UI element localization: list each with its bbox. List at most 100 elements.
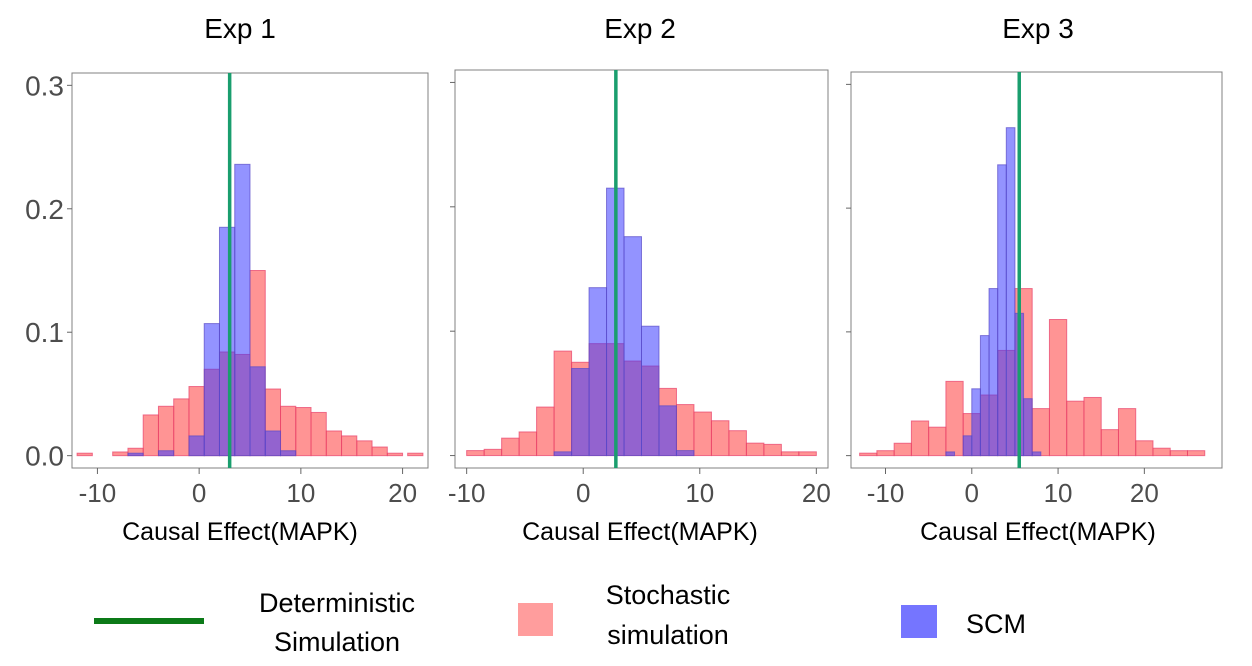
scm-bar [127, 452, 144, 457]
scm-bar [588, 287, 608, 457]
panel-exp-2: -10 0 10 20 Exp 2 Causal Effect(MAPK) [448, 13, 831, 546]
stochastic-bar [386, 452, 404, 457]
panel-exp-3: -10 0 10 20 Exp 3 Causal Effect(MAPK) [846, 13, 1223, 546]
x-tick-label: 10 [1044, 478, 1073, 508]
x-tick-label: 10 [685, 478, 714, 508]
stochastic-bar [728, 430, 747, 457]
scm-bar [971, 388, 981, 457]
stochastic-bar [142, 414, 159, 457]
x-tick-label: 20 [388, 478, 417, 508]
stochastic-bar [945, 380, 964, 457]
y-tick-label: 0.3 [25, 70, 64, 101]
stochastic-bar [780, 451, 800, 457]
stochastic-bar [798, 451, 817, 457]
stochastic-bar [501, 437, 520, 457]
scm-bar [553, 451, 573, 457]
stochastic-bar [910, 420, 930, 457]
stochastic-bar [928, 426, 947, 457]
panel-frame [850, 71, 1223, 469]
scm-bar [1005, 127, 1016, 457]
stochastic-bar [1135, 440, 1154, 457]
scm-bar [280, 450, 297, 457]
legend-label-stochastic-line1: Stochastic [606, 580, 731, 610]
x-tick-label: 20 [802, 478, 831, 508]
scm-bar [988, 288, 999, 457]
stochastic-bar [76, 452, 93, 457]
legend-label-scm: SCM [966, 609, 1026, 639]
stochastic-bar [893, 442, 912, 457]
scm-bar [979, 335, 990, 457]
x-tick-label: -10 [448, 478, 486, 508]
stochastic-bar [1117, 408, 1137, 457]
stochastic-bar [859, 452, 878, 457]
scm-bar [945, 451, 956, 457]
scm-bar [1031, 451, 1042, 457]
panel-title: Exp 2 [604, 13, 676, 44]
scm-bar [157, 450, 175, 457]
legend: Deterministic Simulation Stochastic simu… [94, 580, 1026, 657]
stochastic-bar [466, 450, 485, 457]
stochastic-bar [1152, 447, 1171, 457]
stochastic-bar [157, 405, 175, 457]
stochastic-bar [295, 407, 312, 457]
stochastic-bar [693, 411, 712, 457]
stochastic-bar [675, 404, 695, 457]
stochastic-bar [483, 448, 503, 457]
scm-bar [571, 368, 590, 457]
stochastic-bar [1048, 319, 1068, 457]
y-tick-label: 0.1 [25, 317, 64, 348]
x-tick-label: -10 [79, 478, 117, 508]
scm-bar [623, 236, 642, 457]
x-axis-label: Causal Effect(MAPK) [122, 518, 358, 546]
stochastic-bar [341, 435, 358, 457]
stochastic-bar [1169, 450, 1188, 457]
x-axis-label: Causal Effect(MAPK) [920, 518, 1156, 546]
x-tick-label: 10 [286, 478, 315, 508]
scm-bar [641, 325, 660, 457]
scm-bar [675, 450, 695, 457]
panel-exp-1: -10 0 10 20 Exp 1 Causal Effect(MAPK) [67, 13, 429, 546]
scm-bar [264, 430, 282, 457]
stochastic-bar [745, 442, 765, 457]
stochastic-bar [553, 350, 573, 457]
scm-bar [658, 405, 677, 457]
scm-bar [249, 366, 266, 457]
stochastic-bar [1083, 396, 1102, 457]
scm-bar [218, 226, 236, 457]
stochastic-bar [356, 440, 373, 457]
legend-label-deterministic-line1: Deterministic [259, 588, 415, 618]
stochastic-bar [325, 430, 343, 457]
y-tick-label: 0.2 [25, 194, 64, 225]
stochastic-bar [310, 411, 327, 457]
x-tick-label: 20 [1130, 478, 1159, 508]
stochastic-bar [1031, 408, 1050, 457]
scm-bar [203, 323, 220, 457]
x-tick-label: -10 [867, 478, 905, 508]
legend-label-deterministic-line2: Simulation [274, 627, 400, 657]
x-axis-label: Causal Effect(MAPK) [522, 518, 758, 546]
legend-swatch-stochastic [518, 603, 553, 636]
scm-bar [962, 435, 973, 457]
stochastic-bar [536, 406, 555, 457]
y-tick-labels: 0.0 0.1 0.2 0.3 [25, 70, 64, 471]
x-tick-label: 0 [965, 478, 979, 508]
x-tick-label: 0 [576, 478, 590, 508]
panel-title: Exp 3 [1002, 13, 1074, 44]
scm-bar [234, 163, 251, 457]
stochastic-bar [763, 443, 782, 457]
panel-title: Exp 1 [204, 13, 276, 44]
x-tick-label: 0 [192, 478, 206, 508]
stochastic-bar [407, 452, 424, 457]
stochastic-bar [876, 450, 895, 457]
stochastic-bar [371, 446, 388, 457]
stochastic-bar [518, 431, 538, 457]
scm-bar [1023, 398, 1033, 457]
stochastic-bar [710, 420, 730, 457]
scm-bar [997, 164, 1007, 457]
stochastic-bar [173, 398, 190, 457]
stochastic-bar [1100, 429, 1119, 457]
legend-swatch-scm [901, 605, 937, 638]
stochastic-bar [112, 451, 129, 457]
y-tick-label: 0.0 [25, 441, 64, 472]
